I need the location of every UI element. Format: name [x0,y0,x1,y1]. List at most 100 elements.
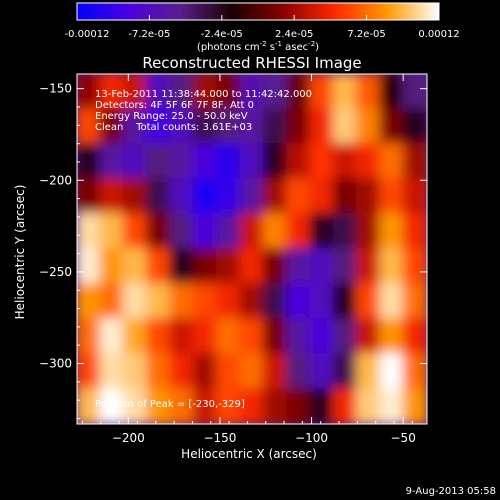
heatmap-cell [379,213,405,250]
heatmap-cell [99,213,125,250]
heatmap-cell [262,178,288,215]
heatmap-cell [332,74,358,110]
heatmap-cell [122,318,148,355]
heatmap-cell [332,108,358,145]
axis-ticks: −200 −150 −100 −50 −150 −200 −250 −300 [39,74,427,445]
heatmap-cell [309,388,335,424]
peak-position-label: Position of Peak = [-230,-329] [95,399,245,410]
heatmap-cell [239,388,265,424]
heatmap-cell [239,74,265,110]
heatmap-cell [262,283,288,320]
heatmap-cell [146,388,172,424]
heatmap-cell [402,74,427,110]
heatmap-cell [379,283,405,320]
heatmap-cell [77,388,102,424]
heatmap-cell [262,388,288,424]
heatmap-cell [262,213,288,250]
heatmap-cell [146,143,172,180]
info-annotations: 13-Feb-2011 11:38:44.000 to 11:42:42.000… [95,89,312,133]
x-tick-label: −50 [391,431,416,445]
heatmap-cell [379,353,405,390]
y-axis-label: Heliocentric Y (arcsec) [13,185,27,320]
heatmap-cell [99,74,125,110]
heatmap-cell [216,178,242,215]
heatmap-cell [169,318,195,355]
heatmap-cell [122,248,148,285]
heatmap-cell [379,318,405,355]
heatmap-cell [146,178,172,215]
heatmap-cell [286,108,312,145]
heatmap-cell [192,108,218,145]
heatmap-cell [332,283,358,320]
heatmap-cell [239,213,265,250]
heatmap-cell [239,318,265,355]
heatmap-cell [309,283,335,320]
heatmap-cell [192,283,218,320]
footer-timestamp: 9-Aug-2013 05:58 [406,486,496,497]
heatmap-cell [169,388,195,424]
heatmap-cell [192,213,218,250]
heatmap-cell [169,108,195,145]
heatmap-cell [122,353,148,390]
heatmap-cell [379,143,405,180]
heatmap-cell [356,248,382,285]
heatmap-cell [192,318,218,355]
heatmap-cell [169,74,195,110]
heatmap-cell [99,318,125,355]
colorbar-unit: (photons cm-2 s-1 asec-2) [197,40,319,53]
heatmap-cell [262,74,288,110]
annotation-detectors: Detectors: 4F 5F 6F 7F 8F, Att 0 [95,100,254,111]
heatmap-cell [402,248,427,285]
heatmap-cell [122,213,148,250]
heatmap-cell [402,108,427,145]
heatmap-cell [146,213,172,250]
heatmap-cell [216,248,242,285]
heatmap-cell [262,318,288,355]
y-tick-label: −250 [39,265,72,279]
y-tick-label: −300 [39,357,72,371]
heatmap-cell [192,143,218,180]
heatmap-cell [77,143,102,180]
heatmap-cell [332,318,358,355]
heatmap-cell [332,178,358,215]
x-tick-label: −100 [295,431,328,445]
heatmap-cell [146,248,172,285]
heatmap-cell [356,74,382,110]
heatmap-cell [99,283,125,320]
heatmap-cell [239,178,265,215]
heatmap-cell [192,353,218,390]
heatmap-cell [309,178,335,215]
heatmap-cell [286,248,312,285]
annotation-time: 13-Feb-2011 11:38:44.000 to 11:42:42.000 [95,89,312,100]
heatmap-cell [99,248,125,285]
heatmap-cell [356,283,382,320]
colorbar-tick-label: -7.2e-05 [128,29,170,40]
heatmap-cell [286,178,312,215]
heatmap-cell [356,178,382,215]
heatmap-cell [379,248,405,285]
heatmap-cell [146,318,172,355]
heatmap-cell [216,213,242,250]
heatmap-cell [332,213,358,250]
heatmap-cell [262,143,288,180]
heatmap-cell [99,178,125,215]
heatmap-cell [192,74,218,110]
heatmap-cell [122,283,148,320]
heatmap-cell [77,178,102,215]
heatmap-cell [309,353,335,390]
heatmap-cell [146,353,172,390]
heatmap-cell [77,248,102,285]
heatmap-cell [239,283,265,320]
heatmap-cell [402,318,427,355]
heatmap-cell [262,248,288,285]
heatmap-cell [146,283,172,320]
heatmap-cell [402,283,427,320]
heatmap-cell [356,353,382,390]
heatmap-cell [286,353,312,390]
heatmap-cell [332,143,358,180]
heatmap-cell [169,178,195,215]
heatmap-cell [169,213,195,250]
heatmap-cell [192,388,218,424]
heatmap-cell [239,143,265,180]
